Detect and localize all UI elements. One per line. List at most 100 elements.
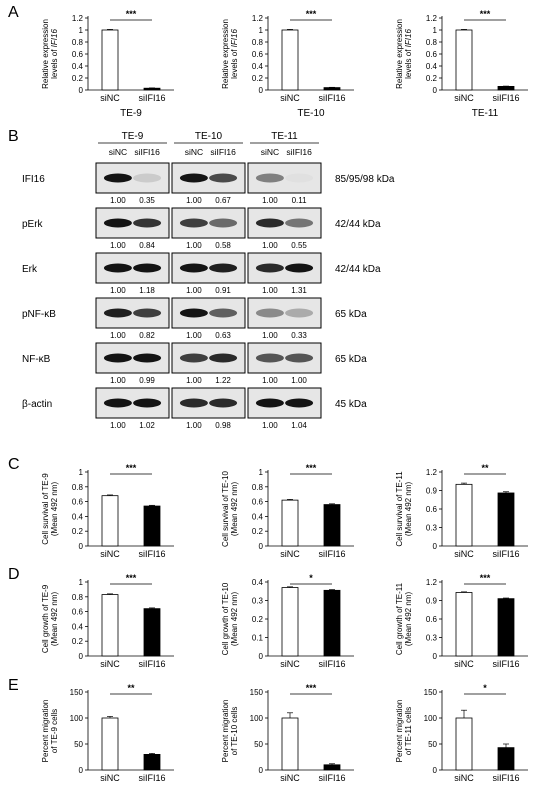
x-tick-label: siNC [100,659,120,669]
protein-label: IFI16 [22,174,45,185]
x-tick-label: siNC [280,549,300,559]
band-quantification: 0.33 [291,331,307,340]
x-tick-label: siNC [280,93,300,103]
band [179,353,208,363]
significance-stars: *** [306,683,317,693]
chart-e-te9: 0 50 100 150 Percent migrationof TE-9 cells s… [41,683,174,783]
chart-a-te11: 0 0.2 0.4 0.6 0.8 1 1.2 Relative expressionleve… [395,9,528,119]
y-tick-label: 0.9 [426,487,438,496]
y-tick-label: 100 [424,714,438,723]
lane-label: siIFI16 [134,147,160,157]
y-tick-label: 0.8 [72,483,84,492]
band [103,398,132,408]
y-tick-label: 0.1 [252,634,264,643]
y-axis-label-line: Relative expression [41,19,50,89]
protein-label: pNF-κB [22,309,56,320]
band [285,173,314,183]
x-tick-label: siIFI16 [138,549,165,559]
y-axis-label-line: (Mean 492 nm) [230,592,239,647]
band-quantification: 1.00 [186,196,202,205]
band-quantification: 1.00 [291,376,307,385]
x-tick-label: siIFI16 [318,93,345,103]
y-axis-label: Relative expressionlevels of IFI16 [221,19,239,89]
y-tick-label: 0.6 [72,498,84,507]
band-quantification: 1.00 [262,376,278,385]
y-axis-label-line: Cell growth of TE-9 [41,584,50,653]
y-tick-label: 1.2 [72,14,84,23]
band [179,398,208,408]
band [255,308,284,318]
significance-stars: *** [126,573,137,583]
band [103,308,132,318]
y-tick-label: 1.2 [252,14,264,23]
y-axis-label-line: Cell growth of TE-11 [395,582,404,655]
x-tick-label: siNC [100,549,120,559]
cell-line-label: TE-10 [195,131,223,142]
band [285,218,314,228]
band-quantification: 0.35 [139,196,155,205]
lane-label: siIFI16 [210,147,236,157]
y-tick-label: 0 [79,542,84,551]
band-quantification: 1.00 [262,286,278,295]
y-tick-label: 0.3 [426,634,438,643]
band-quantification: 1.00 [262,196,278,205]
lane-label: siNC [261,147,279,157]
lane-label: siNC [109,147,127,157]
y-tick-label: 0 [259,652,264,661]
y-tick-label: 0.8 [426,38,438,47]
panel-label-c: C [8,456,20,473]
y-tick-label: 0.4 [72,622,84,631]
y-tick-label: 0 [259,542,264,551]
gene-name-italic: IFI16 [50,29,59,48]
y-tick-label: 1 [79,578,84,587]
y-tick-label: 0.4 [252,512,264,521]
band [179,263,208,273]
band-quantification: 1.00 [110,286,126,295]
y-tick-label: 50 [254,740,263,749]
band-quantification: 0.98 [215,421,231,430]
y-axis-label-line: levels of IFI16 [230,29,239,79]
y-tick-label: 0.3 [426,524,438,533]
bar-siNC [455,483,473,547]
y-tick-label: 0.2 [72,74,84,83]
band-quantification: 1.00 [186,286,202,295]
bar-siIFI16 [143,87,161,91]
band [209,173,238,183]
y-tick-label: 0.8 [72,38,84,47]
y-axis-label: Percent migrationof TE-10 cells [221,700,239,763]
bar-siNC [101,717,119,771]
x-tick-label: siNC [454,93,474,103]
y-tick-label: 1.2 [426,14,438,23]
y-tick-label: 1 [79,468,84,477]
y-axis-label-line: levels of IFI16 [404,29,413,79]
band [179,308,208,318]
y-axis-label-line: (Mean 492 nm) [50,592,59,647]
y-axis-label-line: of TE-9 cells [50,709,59,753]
y-tick-label: 1 [433,26,438,35]
x-tick-label: siIFI16 [138,773,165,783]
y-tick-label: 0.4 [252,62,264,71]
bar-siNC [101,29,119,91]
panel-label-b: B [8,128,19,145]
band-quantification: 1.00 [110,421,126,430]
y-tick-label: 0.2 [252,74,264,83]
band [209,218,238,228]
bar-siNC [101,495,119,547]
y-tick-label: 0 [433,652,438,661]
significance-stars: *** [306,463,317,473]
y-axis-label-line: (Mean 492 nm) [50,482,59,537]
significance-stars: *** [126,9,137,19]
band-quantification: 1.00 [262,331,278,340]
band [285,263,314,273]
y-tick-label: 0.4 [72,512,84,521]
band-quantification: 1.00 [110,331,126,340]
bar-siIFI16 [323,87,341,91]
x-tick-label: siNC [100,93,120,103]
bar-siNC [455,717,473,771]
band [179,173,208,183]
band [133,173,162,183]
x-tick-label: siIFI16 [318,549,345,559]
y-axis-label: Relative expressionlevels of IFI16 [41,19,59,89]
y-axis-label: Relative expressionlevels of IFI16 [395,19,413,89]
band-quantification: 1.31 [291,286,307,295]
